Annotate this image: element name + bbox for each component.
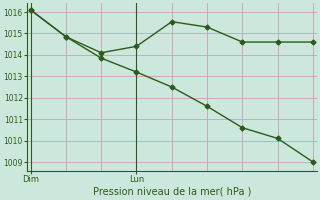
- X-axis label: Pression niveau de la mer( hPa ): Pression niveau de la mer( hPa ): [92, 187, 251, 197]
